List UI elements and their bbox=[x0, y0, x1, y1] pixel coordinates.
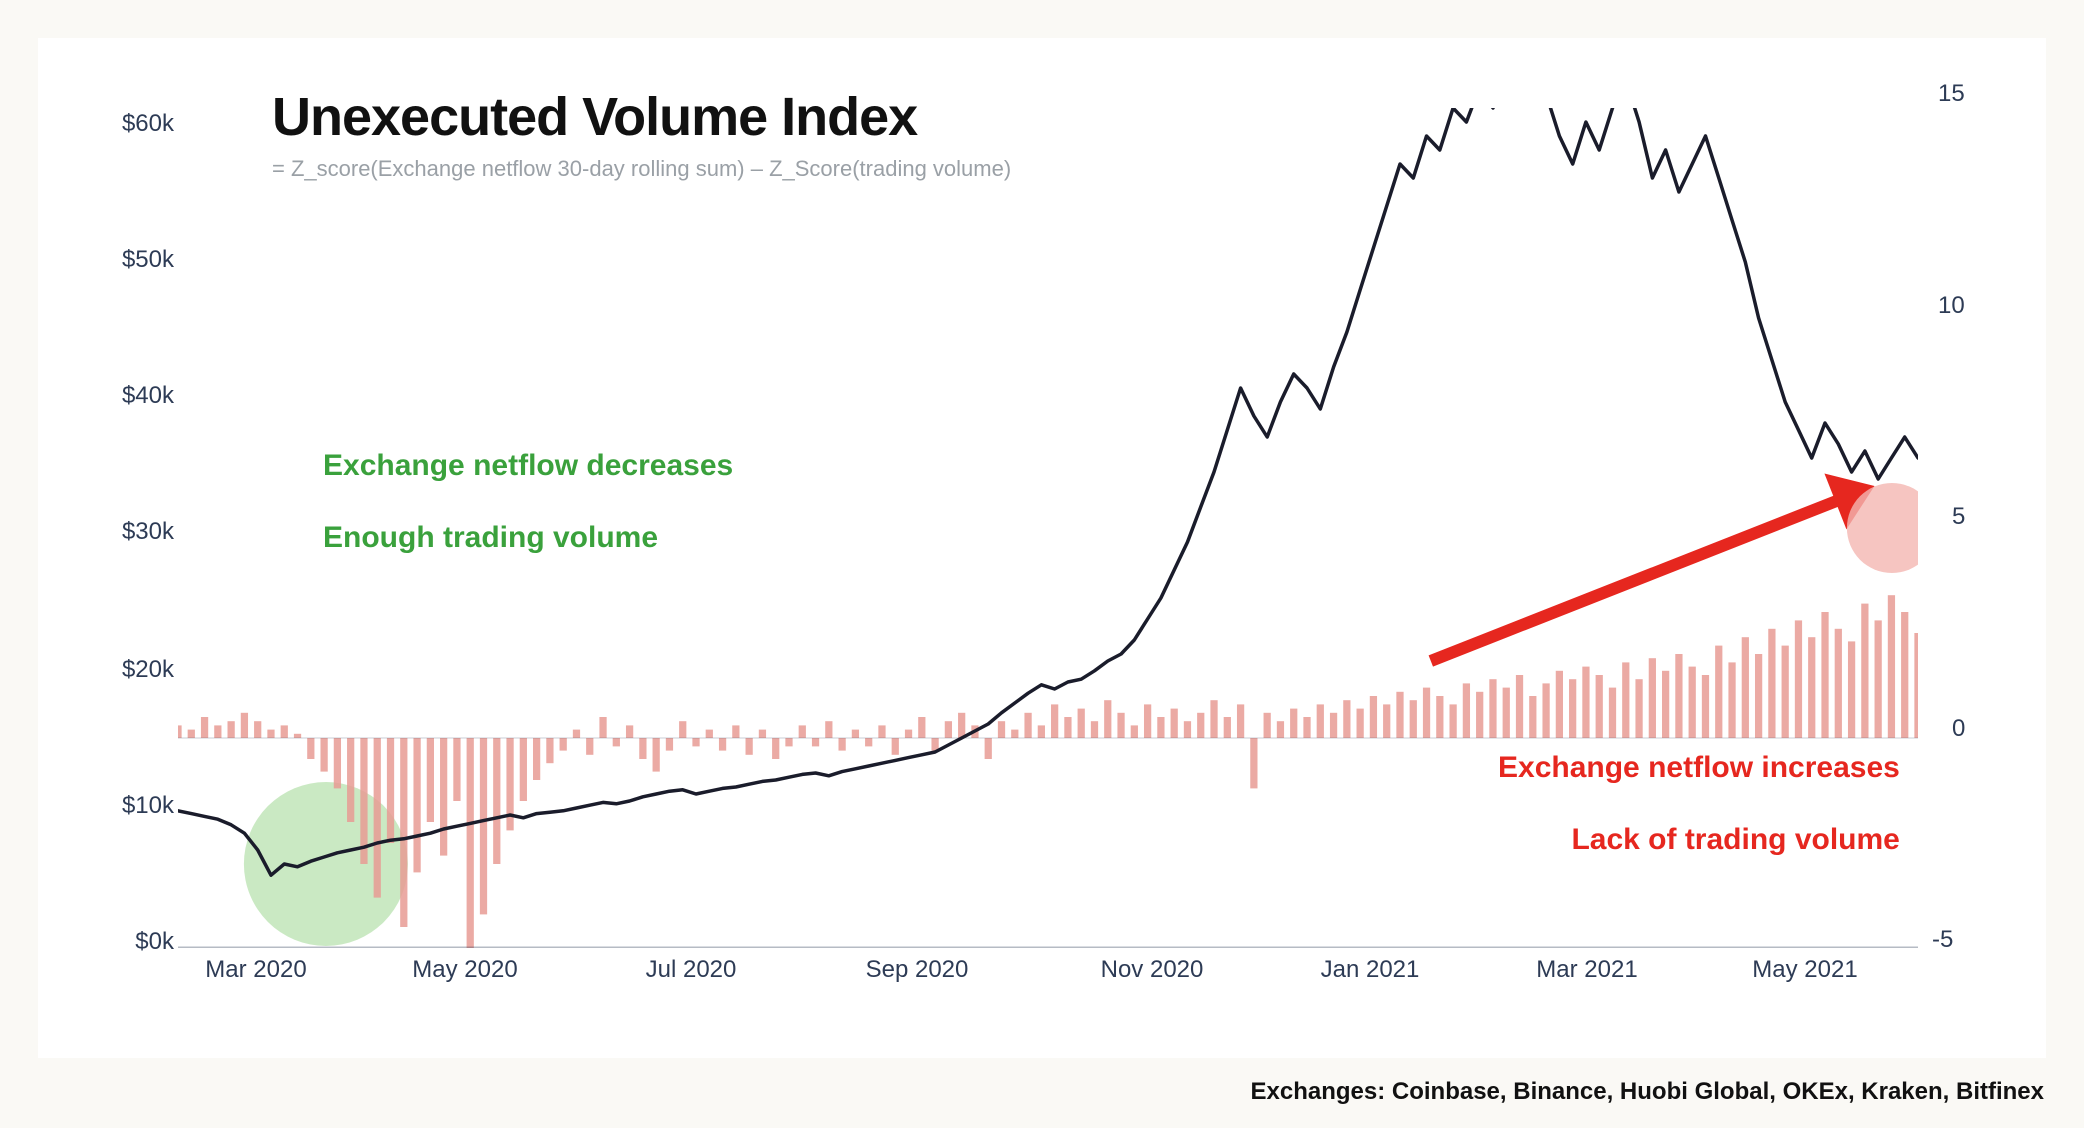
annotation-red-line2: Lack of trading volume bbox=[1571, 823, 1899, 856]
annotation-red: Exchange netflow increases Lack of tradi… bbox=[1448, 714, 1900, 894]
annotation-green-line2: Enough trading volume bbox=[323, 521, 658, 554]
y-right-tick-5: 5 bbox=[1952, 503, 2012, 531]
annotation-green: Exchange netflow decreases Enough tradin… bbox=[273, 412, 733, 592]
x-tick-may2021: May 2021 bbox=[1752, 956, 1857, 984]
y-left-tick-0k: $0k bbox=[54, 928, 174, 956]
y-left-tick-20k: $20k bbox=[54, 656, 174, 684]
x-tick-jan2021: Jan 2021 bbox=[1321, 956, 1420, 984]
y-left-tick-60k: $60k bbox=[54, 110, 174, 138]
x-tick-may2020: May 2020 bbox=[412, 956, 517, 984]
y-right-tick-0: 0 bbox=[1952, 715, 2012, 743]
y-left-tick-10k: $10k bbox=[54, 792, 174, 820]
page-frame: Unexecuted Volume Index = Z_score(Exchan… bbox=[0, 0, 2084, 1128]
annotation-green-line1: Exchange netflow decreases bbox=[323, 449, 733, 482]
y-right-tick-15: 15 bbox=[1938, 80, 1998, 108]
y-left-tick-30k: $30k bbox=[54, 518, 174, 546]
x-tick-sep2020: Sep 2020 bbox=[866, 956, 969, 984]
x-tick-mar2021: Mar 2021 bbox=[1536, 956, 1637, 984]
y-right-tick-neg5: -5 bbox=[1932, 926, 1992, 954]
chart-card: Unexecuted Volume Index = Z_score(Exchan… bbox=[38, 38, 2046, 1058]
x-tick-mar2020: Mar 2020 bbox=[205, 956, 306, 984]
y-left-tick-50k: $50k bbox=[54, 246, 174, 274]
x-tick-jul2020: Jul 2020 bbox=[646, 956, 737, 984]
x-tick-nov2020: Nov 2020 bbox=[1101, 956, 1204, 984]
y-right-tick-10: 10 bbox=[1938, 292, 1998, 320]
y-left-tick-40k: $40k bbox=[54, 382, 174, 410]
annotation-red-line1: Exchange netflow increases bbox=[1498, 751, 1900, 784]
chart-footnote: Exchanges: Coinbase, Binance, Huobi Glob… bbox=[1250, 1078, 2044, 1106]
